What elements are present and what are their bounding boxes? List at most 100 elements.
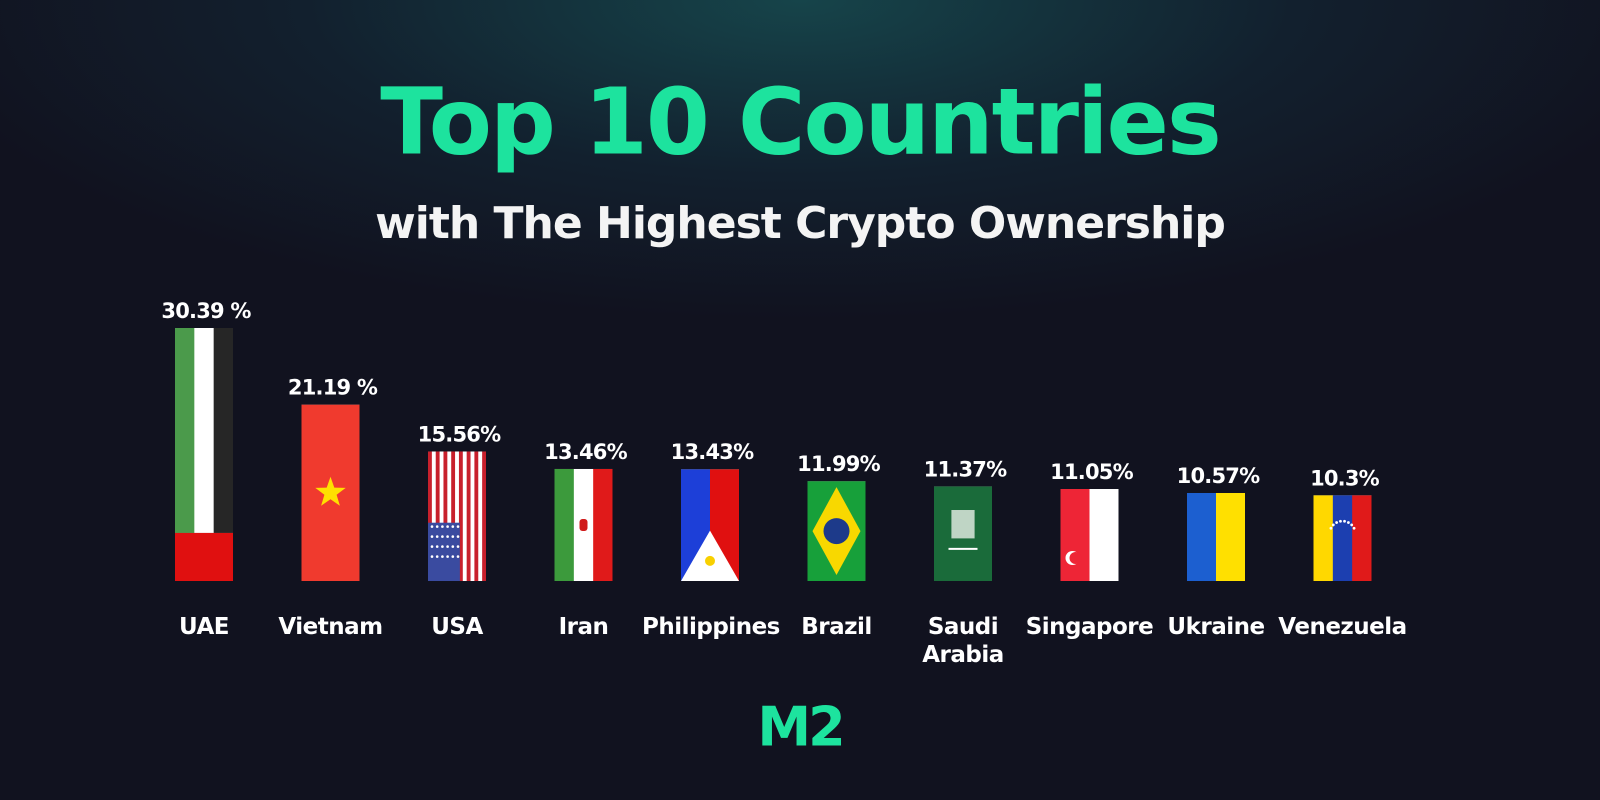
flag-stripe [593, 468, 613, 581]
flag-moon [1069, 552, 1082, 565]
flag-stripe [455, 451, 460, 581]
flag-star [1352, 526, 1356, 530]
flag-stripe [1313, 495, 1334, 581]
category-label: UAE [179, 614, 229, 640]
value-label: 11.05% [1050, 460, 1133, 484]
chart-subtitle: with The Highest Crypto Ownership [375, 198, 1225, 249]
flag-stripe [213, 328, 233, 533]
flag-stripe [443, 451, 448, 581]
value-label: 11.99% [797, 452, 880, 476]
flag-star [456, 545, 460, 548]
category-label: Philippines [642, 614, 780, 640]
flag [681, 469, 739, 581]
flag-star [446, 535, 449, 538]
flag-triangle [681, 530, 739, 581]
flag-star [435, 535, 439, 538]
flag-star [1335, 521, 1338, 524]
flag-stripe [466, 451, 472, 581]
flag [1313, 495, 1372, 581]
flag-star [430, 545, 434, 548]
flag-star [435, 525, 439, 528]
flag-star [441, 545, 444, 548]
flag-stripe [431, 451, 437, 581]
value-label: 10.3% [1310, 466, 1380, 490]
flag-emblem [579, 518, 588, 531]
flag-star [451, 555, 455, 558]
flag-stripe [462, 451, 468, 581]
flag [428, 451, 486, 581]
flag-star [1350, 523, 1354, 527]
flag-sun [705, 555, 715, 566]
flag [1187, 493, 1245, 581]
category-label: Ukraine [1167, 614, 1265, 640]
category-label: Singapore [1025, 614, 1154, 640]
flag-star [430, 535, 434, 538]
flag-stripe [458, 451, 464, 581]
flag-star [1343, 519, 1346, 523]
flag-sword [948, 547, 978, 550]
flag-stripe [451, 451, 456, 581]
flag-star [441, 535, 444, 538]
flag-stripe [447, 451, 452, 581]
value-label: 30.39 % [161, 299, 251, 323]
flag-canton [428, 522, 460, 581]
flag-star [446, 555, 449, 558]
category-label: Vietnam [278, 614, 383, 640]
flag-stripe [175, 532, 233, 581]
flag-star [446, 525, 449, 528]
flag-stripe [482, 451, 486, 581]
value-label: 13.46% [544, 440, 627, 464]
flag-star [435, 555, 439, 558]
flag-stripe [470, 451, 475, 581]
flag-star [456, 525, 460, 528]
flag-star [456, 535, 460, 538]
flag-star [435, 545, 439, 548]
flag-stripe [1352, 495, 1372, 581]
flag-stripe [1216, 493, 1245, 581]
flag-star [451, 535, 455, 538]
logo: M2 [757, 696, 842, 759]
flag-stripe [175, 328, 195, 533]
flag-star [1329, 526, 1333, 530]
flag-star [451, 545, 455, 548]
flag-stripe [478, 451, 483, 581]
flag-star [315, 476, 346, 506]
value-label: 15.56% [418, 422, 501, 446]
flag [554, 468, 613, 581]
chart-title: Top 10 Countries [380, 68, 1219, 175]
flag-stripe [474, 451, 479, 581]
category-label: Saudi Arabia [922, 614, 1004, 668]
category-label: Iran [558, 614, 609, 640]
flag-star [430, 555, 434, 558]
flag-star [1339, 519, 1342, 523]
flag [807, 481, 866, 581]
flag [934, 486, 992, 581]
flag [1060, 489, 1119, 581]
flag-star [441, 525, 444, 528]
flag-stripe [194, 328, 215, 533]
category-label: Venezuela [1278, 614, 1407, 640]
flag-stripe [1089, 489, 1119, 581]
flag-star [446, 545, 449, 548]
value-label: 11.37% [924, 457, 1007, 481]
flag-star [1347, 521, 1350, 524]
flag [301, 404, 360, 581]
value-label: 10.57% [1177, 464, 1260, 488]
flag-stripe [435, 451, 441, 581]
flag-stripe [554, 468, 575, 581]
flag [175, 328, 233, 581]
value-label: 13.43% [671, 440, 754, 464]
flag-stripe [439, 451, 444, 581]
flag-star [430, 525, 434, 528]
flag-star [1331, 523, 1335, 527]
value-label: 21.19 % [288, 376, 378, 400]
flag-stripe [1187, 493, 1217, 581]
flag-stripe [428, 451, 433, 581]
flag-star [456, 555, 460, 558]
flag-stripe [1060, 489, 1090, 581]
flag-star [451, 525, 455, 528]
category-label: USA [431, 614, 483, 640]
category-label: Brazil [801, 614, 872, 640]
